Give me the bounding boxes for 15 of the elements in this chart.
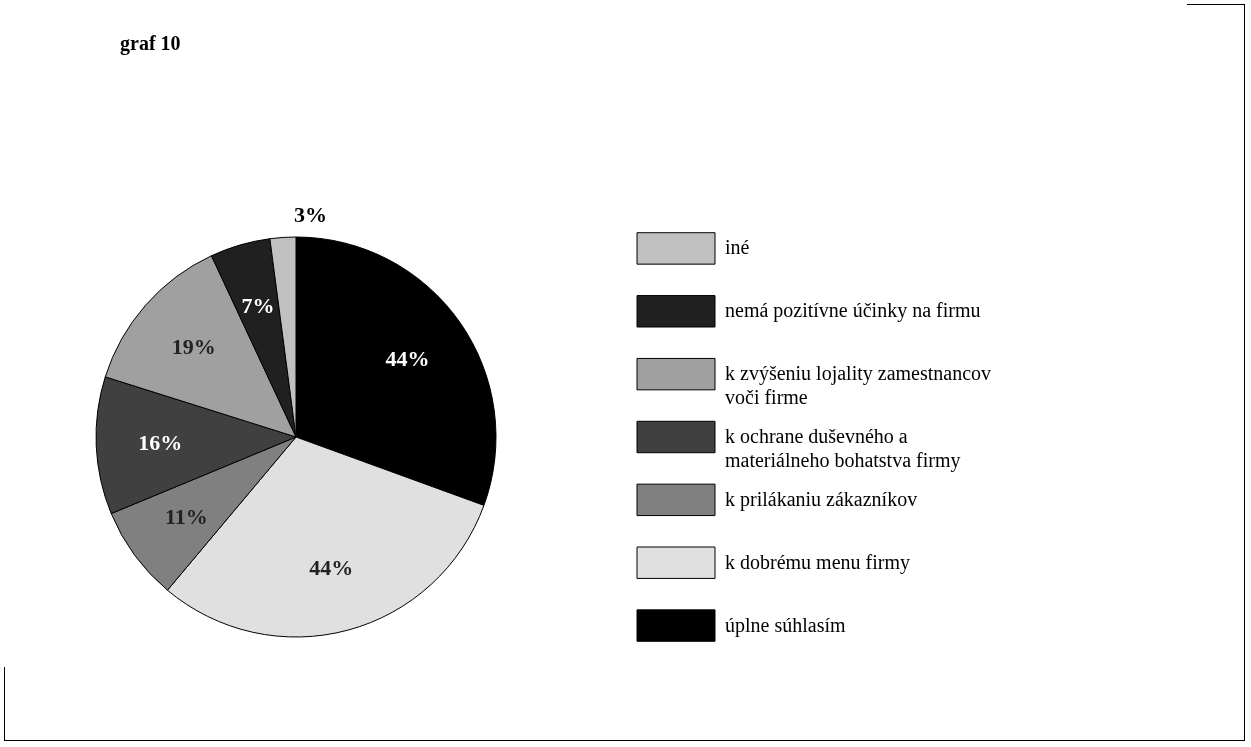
legend-label: k dobrému menu firmy [725,550,910,574]
chart-title: graf 10 [120,32,181,56]
legend-label: k zvýšeniu lojality zamestnancov voči firme [725,362,992,409]
data-label: 16% [138,429,183,455]
data-label: 3% [294,202,328,228]
data-label: 11% [164,504,208,530]
data-label: 44% [309,555,354,581]
legend-label: k ochrane duševného a materiálneho bohatstva firmy [725,425,961,472]
legend-label: úplne súhlasím [725,613,846,637]
data-label: 7% [241,293,275,319]
data-label: 44% [385,345,430,371]
legend-label: nemá pozitívne účinky na firmu [725,299,981,323]
legend-label: k prilákaniu zákazníkov [725,487,918,511]
legend-label: iné [725,236,750,259]
data-label: 19% [171,334,216,360]
